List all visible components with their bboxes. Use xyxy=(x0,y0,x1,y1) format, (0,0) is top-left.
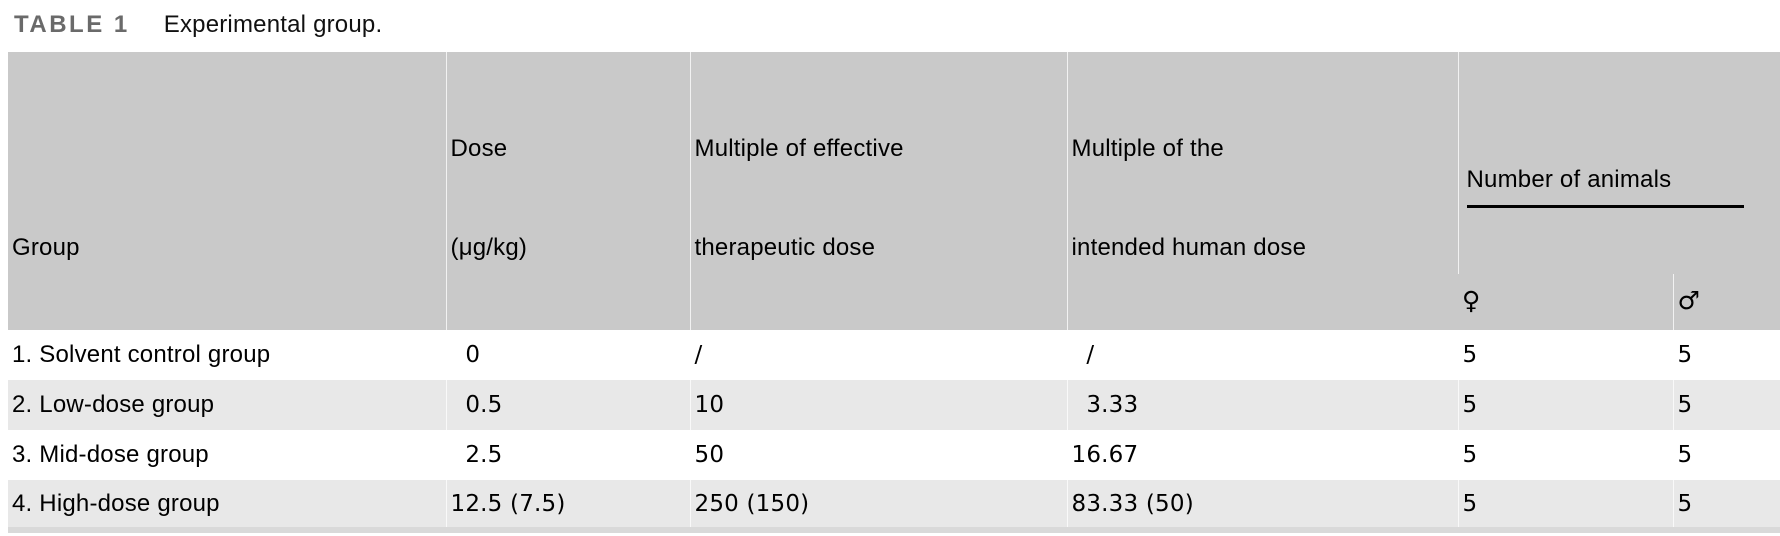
header-multiple-effective-dose: Multiple of effective therapeutic dose xyxy=(689,52,1067,330)
cell-group: 1. Solvent control group xyxy=(8,330,446,380)
cell-dose: 0.5 xyxy=(445,380,690,430)
cell-mult-effective: 10 xyxy=(689,380,1067,430)
cell-male-count: 5 xyxy=(1672,380,1780,430)
cell-female-count: 5 xyxy=(1457,480,1673,530)
table-caption: Experimental group. xyxy=(163,11,383,38)
cell-male-count: 5 xyxy=(1672,430,1780,480)
cell-mult-human: 16.67 xyxy=(1066,430,1458,480)
table-body: 1. Solvent control group 0 / / 5 5 2. Lo… xyxy=(8,330,1780,530)
cell-dose: 12.5 (7.5) xyxy=(445,480,690,530)
cell-female-count: 5 xyxy=(1457,330,1673,380)
table-row-low-dose: 2. Low-dose group 0.5 10 3.33 5 5 xyxy=(8,380,1780,430)
cell-male-count: 5 xyxy=(1672,330,1780,380)
cell-mult-effective: 250 (150) xyxy=(689,480,1067,530)
table-row-solvent-control: 1. Solvent control group 0 / / 5 5 xyxy=(8,330,1780,380)
header-row-sex: ♀ ♂ xyxy=(8,274,1780,330)
cell-mult-human: 3.33 xyxy=(1066,380,1458,430)
header-female-icon: ♀ xyxy=(1458,274,1673,330)
cell-female-count: 5 xyxy=(1457,430,1673,480)
table-row-high-dose: 4. High-dose group 12.5 (7.5) 250 (150) … xyxy=(8,480,1780,530)
cell-dose: 0 xyxy=(445,330,690,380)
cell-dose: 2.5 xyxy=(445,430,690,480)
cell-group: 2. Low-dose group xyxy=(8,380,446,430)
header-row-top: Group Dose (μg/kg) Multiple of effective… xyxy=(8,52,1780,330)
cell-mult-effective: 50 xyxy=(689,430,1067,480)
table-title: TABLE 1 Experimental group. xyxy=(14,10,1780,40)
cell-mult-human: / xyxy=(1066,330,1458,380)
cell-male-count: 5 xyxy=(1672,480,1780,530)
table-number-label: TABLE 1 xyxy=(14,11,130,38)
cell-mult-effective: / xyxy=(689,330,1067,380)
experimental-group-table: Group Dose (μg/kg) Multiple of effective… xyxy=(8,52,1780,533)
cell-female-count: 5 xyxy=(1457,380,1673,430)
header-male-icon: ♂ xyxy=(1672,274,1780,330)
header-multiple-human-dose: Multiple of the intended human dose xyxy=(1066,52,1458,330)
header-number-of-animals: Number of animals xyxy=(1457,52,1780,275)
cell-group: 4. High-dose group xyxy=(8,480,446,530)
header-group: Group xyxy=(8,52,446,330)
cell-mult-human: 83.33 (50) xyxy=(1066,480,1458,530)
table-header: Group Dose (μg/kg) Multiple of effective… xyxy=(8,52,1780,330)
cell-group: 3. Mid-dose group xyxy=(8,430,446,480)
header-dose: Dose (μg/kg) xyxy=(445,52,690,330)
table-row-mid-dose: 3. Mid-dose group 2.5 50 16.67 5 5 xyxy=(8,430,1780,480)
